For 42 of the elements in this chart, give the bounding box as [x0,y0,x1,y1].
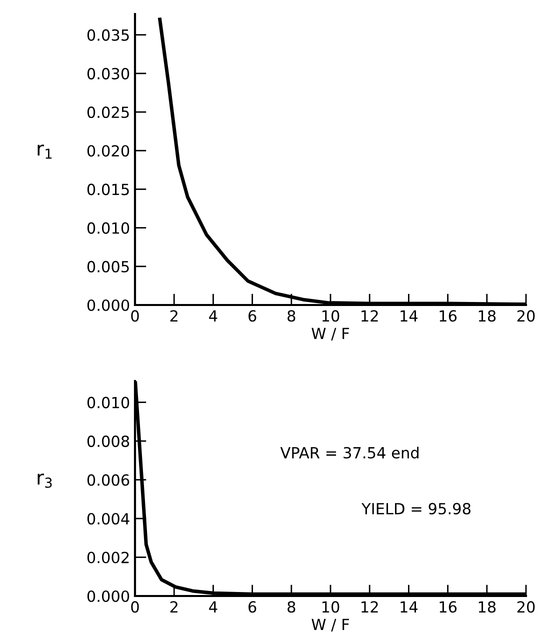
x-tick-label: 10 [322,601,340,613]
x-axis-title: W / F [312,328,349,340]
x-tick-label: 8 [288,310,296,322]
y-tick-label: 0.006 [87,474,130,486]
y-tick-label: 0.015 [87,184,129,196]
y-tick-label: 0.002 [87,552,129,564]
x-axis-title: W / F [312,618,349,632]
x-tick-label: 14 [400,310,418,322]
x-tick-label: 4 [209,601,218,612]
y-tick-label: 0.010 [87,222,130,234]
y-tick-label: 0.035 [87,29,129,41]
x-tick-label: 20 [517,310,535,322]
x-tick-label: 2 [170,310,178,322]
x-tick-label: 12 [362,601,378,612]
x-tick-label: 4 [209,310,218,322]
y-tick-label: 0.025 [87,106,129,118]
y-tick-label: 0.010 [87,396,130,408]
y-tick-label: 0.008 [87,436,130,448]
y-axis-title: r$_{3}$ [38,474,52,488]
y-tick-label: 0.005 [87,260,129,272]
x-tick-label: 10 [322,310,340,322]
y-tick-label: 0.000 [87,590,130,602]
x-tick-label: 16 [440,601,457,613]
x-tick-label: 6 [248,601,256,613]
y-tick-label: 0.020 [87,145,130,157]
x-tick-label: 20 [517,601,535,613]
x-tick-label: 18 [478,310,496,322]
x-tick-label: 8 [288,601,296,613]
annotation: YIELD = 95.98 [361,502,470,514]
y-tick-label: 0.000 [87,299,130,312]
annotation: VPAR = 37.54 end [280,446,418,459]
x-tick-label: 2 [170,601,178,612]
y-tick-label: 0.004 [87,512,130,525]
x-tick-label: 18 [478,601,496,613]
x-tick-label: 0 [131,601,139,613]
y-tick-label: 0.030 [87,68,130,80]
y-axis-title: r$_{1}$ [38,144,52,159]
x-tick-label: 16 [440,310,457,322]
x-tick-label: 14 [400,601,418,612]
x-tick-label: 0 [131,310,139,322]
x-tick-label: 12 [362,310,378,322]
x-tick-label: 6 [248,310,256,322]
